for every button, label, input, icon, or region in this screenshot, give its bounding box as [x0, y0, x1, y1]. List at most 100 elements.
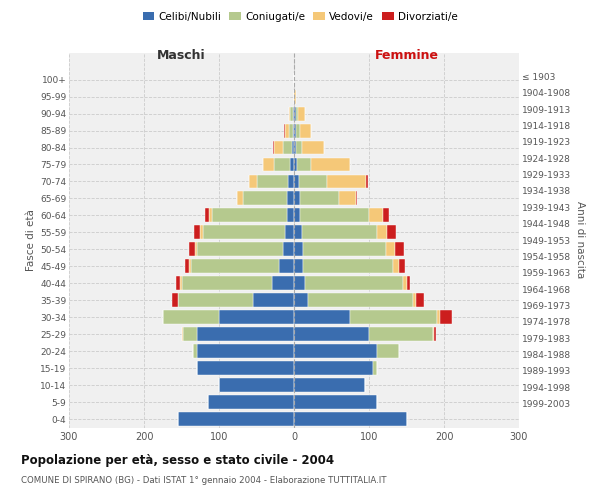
Bar: [273, 140, 274, 154]
Bar: [350, 310, 437, 324]
Bar: [293, 106, 294, 120]
Bar: [293, 124, 294, 138]
Bar: [297, 158, 311, 172]
Bar: [373, 361, 377, 375]
Bar: [197, 327, 294, 341]
Bar: [294, 106, 296, 120]
Bar: [294, 276, 305, 290]
Bar: [308, 294, 413, 307]
Bar: [288, 174, 294, 188]
Bar: [237, 192, 243, 205]
Bar: [294, 226, 302, 239]
Bar: [300, 192, 339, 205]
Bar: [212, 208, 287, 222]
Bar: [182, 276, 271, 290]
Bar: [300, 124, 311, 138]
Y-axis label: Anni di nascita: Anni di nascita: [575, 202, 585, 278]
Bar: [305, 276, 403, 290]
Bar: [279, 260, 294, 274]
Bar: [302, 140, 324, 154]
Bar: [185, 260, 189, 274]
Bar: [294, 327, 369, 341]
Bar: [193, 344, 197, 358]
Text: Popolazione per età, sesso e stato civile - 2004: Popolazione per età, sesso e stato civil…: [21, 454, 334, 467]
Bar: [209, 208, 212, 222]
Bar: [413, 294, 416, 307]
Bar: [294, 192, 300, 205]
Bar: [407, 276, 410, 290]
Bar: [296, 106, 298, 120]
Text: Femmine: Femmine: [374, 49, 439, 62]
Bar: [284, 124, 285, 138]
Bar: [176, 276, 180, 290]
Bar: [386, 242, 395, 256]
Bar: [395, 242, 404, 256]
Bar: [311, 158, 349, 172]
Bar: [257, 174, 288, 188]
Bar: [182, 327, 183, 341]
Bar: [294, 361, 373, 375]
Bar: [274, 158, 290, 172]
Bar: [287, 208, 294, 222]
Bar: [292, 140, 294, 154]
Bar: [178, 294, 253, 307]
Bar: [393, 260, 399, 274]
Bar: [205, 208, 209, 222]
Y-axis label: Fasce di età: Fasce di età: [26, 209, 36, 271]
Bar: [294, 158, 297, 172]
Bar: [191, 260, 279, 274]
Bar: [294, 395, 377, 409]
Bar: [303, 242, 386, 256]
Bar: [294, 140, 296, 154]
Bar: [294, 294, 308, 307]
Bar: [294, 378, 365, 392]
Bar: [416, 294, 424, 307]
Bar: [294, 344, 377, 358]
Bar: [296, 124, 300, 138]
Bar: [200, 226, 203, 239]
Bar: [302, 226, 377, 239]
Bar: [243, 192, 287, 205]
Bar: [294, 90, 296, 104]
Bar: [263, 158, 274, 172]
Bar: [285, 124, 289, 138]
Bar: [403, 276, 407, 290]
Bar: [194, 226, 200, 239]
Bar: [383, 208, 389, 222]
Bar: [369, 208, 383, 222]
Bar: [283, 242, 294, 256]
Bar: [298, 106, 305, 120]
Bar: [433, 327, 434, 341]
Bar: [178, 412, 294, 426]
Bar: [183, 327, 197, 341]
Bar: [399, 260, 405, 274]
Bar: [203, 226, 285, 239]
Bar: [189, 242, 195, 256]
Bar: [285, 226, 294, 239]
Bar: [287, 192, 294, 205]
Bar: [163, 310, 219, 324]
Bar: [172, 294, 178, 307]
Text: COMUNE DI SPIRANO (BG) - Dati ISTAT 1° gennaio 2004 - Elaborazione TUTTITALIA.IT: COMUNE DI SPIRANO (BG) - Dati ISTAT 1° g…: [21, 476, 386, 485]
Bar: [294, 208, 300, 222]
Bar: [377, 226, 387, 239]
Bar: [387, 226, 396, 239]
Bar: [369, 327, 433, 341]
Bar: [283, 140, 292, 154]
Bar: [294, 124, 296, 138]
Bar: [290, 106, 293, 120]
Bar: [327, 174, 366, 188]
Bar: [294, 310, 350, 324]
Bar: [289, 124, 293, 138]
Bar: [274, 140, 283, 154]
Bar: [294, 242, 303, 256]
Bar: [437, 310, 440, 324]
Bar: [195, 242, 197, 256]
Bar: [189, 260, 191, 274]
Bar: [296, 140, 302, 154]
Bar: [219, 310, 294, 324]
Text: Maschi: Maschi: [157, 49, 206, 62]
Bar: [197, 344, 294, 358]
Bar: [290, 158, 294, 172]
Bar: [197, 361, 294, 375]
